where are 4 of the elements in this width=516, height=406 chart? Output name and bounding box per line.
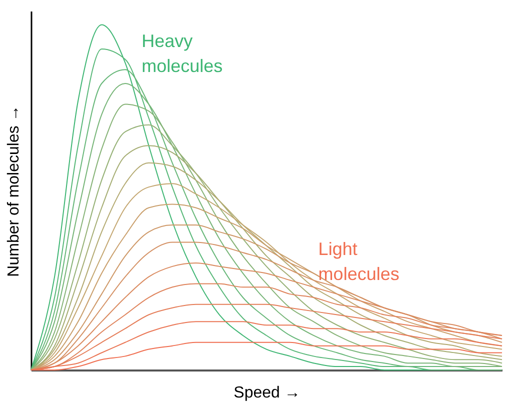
y-axis-title: Number of molecules → xyxy=(6,105,22,277)
x-axis-title: Speed → xyxy=(234,384,300,402)
series-label: Heavy molecules xyxy=(142,30,223,76)
text: Light molecules xyxy=(318,238,400,284)
